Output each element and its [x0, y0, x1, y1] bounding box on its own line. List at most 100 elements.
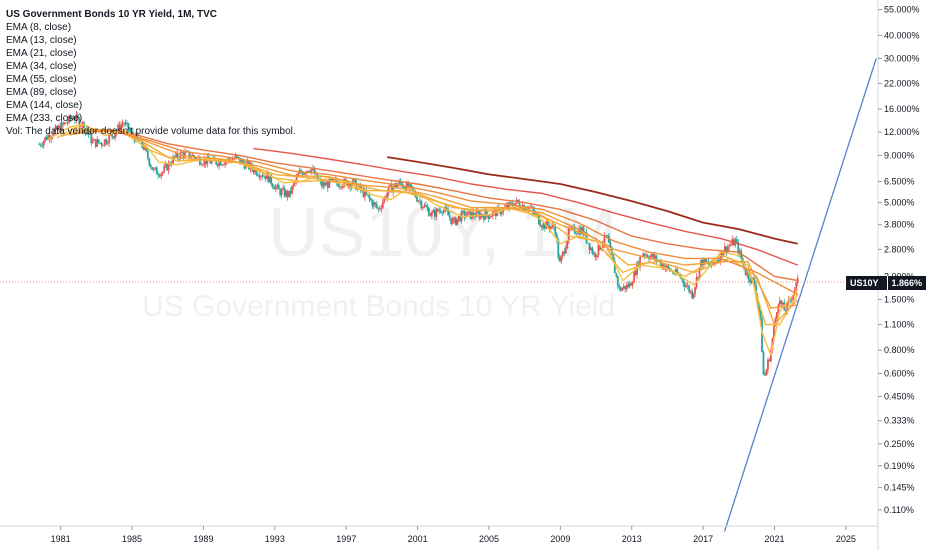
- candle-body: [154, 167, 157, 169]
- candle-body: [222, 164, 225, 166]
- candle-body: [300, 170, 302, 173]
- candle-body: [691, 290, 694, 299]
- candle-body: [161, 171, 164, 174]
- candle-body: [246, 161, 249, 163]
- candle-body: [334, 179, 337, 181]
- candle-body: [630, 283, 633, 286]
- candle-body: [786, 301, 789, 312]
- candle-body: [466, 211, 469, 216]
- indicator-ema-233[interactable]: EMA (233, close): [6, 113, 83, 124]
- y-tick-label: 0.450%: [884, 391, 915, 401]
- candle-body: [774, 318, 777, 327]
- candle-body: [594, 253, 597, 258]
- indicator-ema-13[interactable]: EMA (13, close): [6, 35, 77, 46]
- candle-body: [725, 246, 728, 253]
- candle-body: [621, 288, 624, 291]
- candle-body: [190, 157, 192, 159]
- x-tick-label: 1993: [265, 534, 285, 544]
- candle-body: [539, 224, 542, 227]
- candle-body: [53, 129, 56, 136]
- candle-body: [627, 284, 630, 288]
- candle-body: [142, 145, 145, 150]
- candle-body: [483, 216, 485, 220]
- candle-body: [362, 188, 365, 197]
- candle-body: [459, 216, 462, 222]
- candle-body: [509, 202, 512, 204]
- candle-body: [38, 144, 41, 146]
- candle-body: [416, 197, 418, 202]
- candle-body: [633, 270, 636, 283]
- candle-body: [48, 135, 51, 140]
- x-tick-label: 2001: [408, 534, 428, 544]
- trendline[interactable]: [723, 58, 877, 532]
- candle-body: [402, 186, 405, 188]
- candle-body: [527, 206, 530, 210]
- candle-body: [135, 134, 137, 142]
- candle-body: [218, 161, 221, 166]
- candle-body: [173, 156, 176, 158]
- candle-body: [759, 310, 762, 319]
- candle-body: [90, 133, 93, 144]
- candle-body: [148, 158, 151, 166]
- candle-body: [392, 187, 395, 193]
- candle-body: [378, 208, 381, 210]
- x-tick-label: 1985: [122, 534, 142, 544]
- candle-body: [179, 152, 182, 160]
- candle-body: [59, 125, 61, 132]
- time-axis[interactable]: 1981 1985 1989 1993 1997 2001 2005 2009 2013 2017…: [0, 525, 878, 544]
- candle-body: [201, 164, 204, 166]
- candle-body: [329, 178, 332, 181]
- candle-body: [176, 152, 179, 158]
- y-tick-label: 6.500%: [884, 177, 915, 187]
- candle-body: [775, 312, 778, 319]
- candle-body: [618, 285, 621, 288]
- candle-body: [87, 132, 90, 135]
- candle-body: [105, 139, 108, 144]
- indicator-ema-34[interactable]: EMA (34, close): [6, 61, 77, 72]
- candle-body: [432, 210, 435, 213]
- indicator-ema-8[interactable]: EMA (8, close): [6, 22, 72, 33]
- trendline-line[interactable]: [723, 58, 877, 532]
- candle-body: [477, 210, 479, 213]
- candle-body: [118, 124, 121, 131]
- candle-body: [549, 226, 552, 229]
- candle-body: [303, 173, 305, 175]
- candle-body: [587, 242, 589, 244]
- candle-body: [341, 186, 344, 188]
- ema-line-5: [131, 132, 798, 282]
- candle-body: [631, 282, 634, 286]
- candle-body: [78, 118, 81, 127]
- indicator-ema-21[interactable]: EMA (21, close): [6, 48, 77, 59]
- candle-body: [286, 190, 289, 197]
- indicator-ema-55[interactable]: EMA (55, close): [6, 74, 77, 85]
- candle-body: [88, 133, 91, 135]
- candle-body: [239, 157, 241, 163]
- candle-body: [438, 210, 441, 212]
- candle-body: [758, 302, 760, 311]
- candle-body: [606, 235, 609, 237]
- candle-body: [380, 207, 383, 209]
- candle-body: [200, 164, 203, 166]
- candle-body: [554, 226, 557, 235]
- candle-body: [93, 139, 96, 141]
- indicator-ema-89[interactable]: EMA (89, close): [6, 87, 77, 98]
- candle-body: [262, 175, 265, 177]
- price-axis[interactable]: 55.000% 40.000% 30.000% 22.000% 16.000% 12.00…: [877, 0, 920, 550]
- candle-body: [103, 139, 106, 146]
- candle-body: [386, 192, 389, 199]
- candle-body: [530, 206, 533, 208]
- indicator-ema-144[interactable]: EMA (144, close): [6, 100, 83, 111]
- candle-body: [194, 157, 197, 160]
- candle-body: [789, 299, 792, 301]
- candle-body: [323, 182, 326, 186]
- candle-body: [676, 269, 679, 274]
- candle-body: [535, 213, 537, 215]
- candle-body: [407, 182, 409, 189]
- candle-body: [143, 146, 146, 150]
- candle-body: [369, 198, 372, 201]
- candle-body: [590, 248, 592, 250]
- candle-body: [637, 262, 640, 268]
- candle-body: [188, 151, 191, 158]
- candle-body: [203, 159, 206, 165]
